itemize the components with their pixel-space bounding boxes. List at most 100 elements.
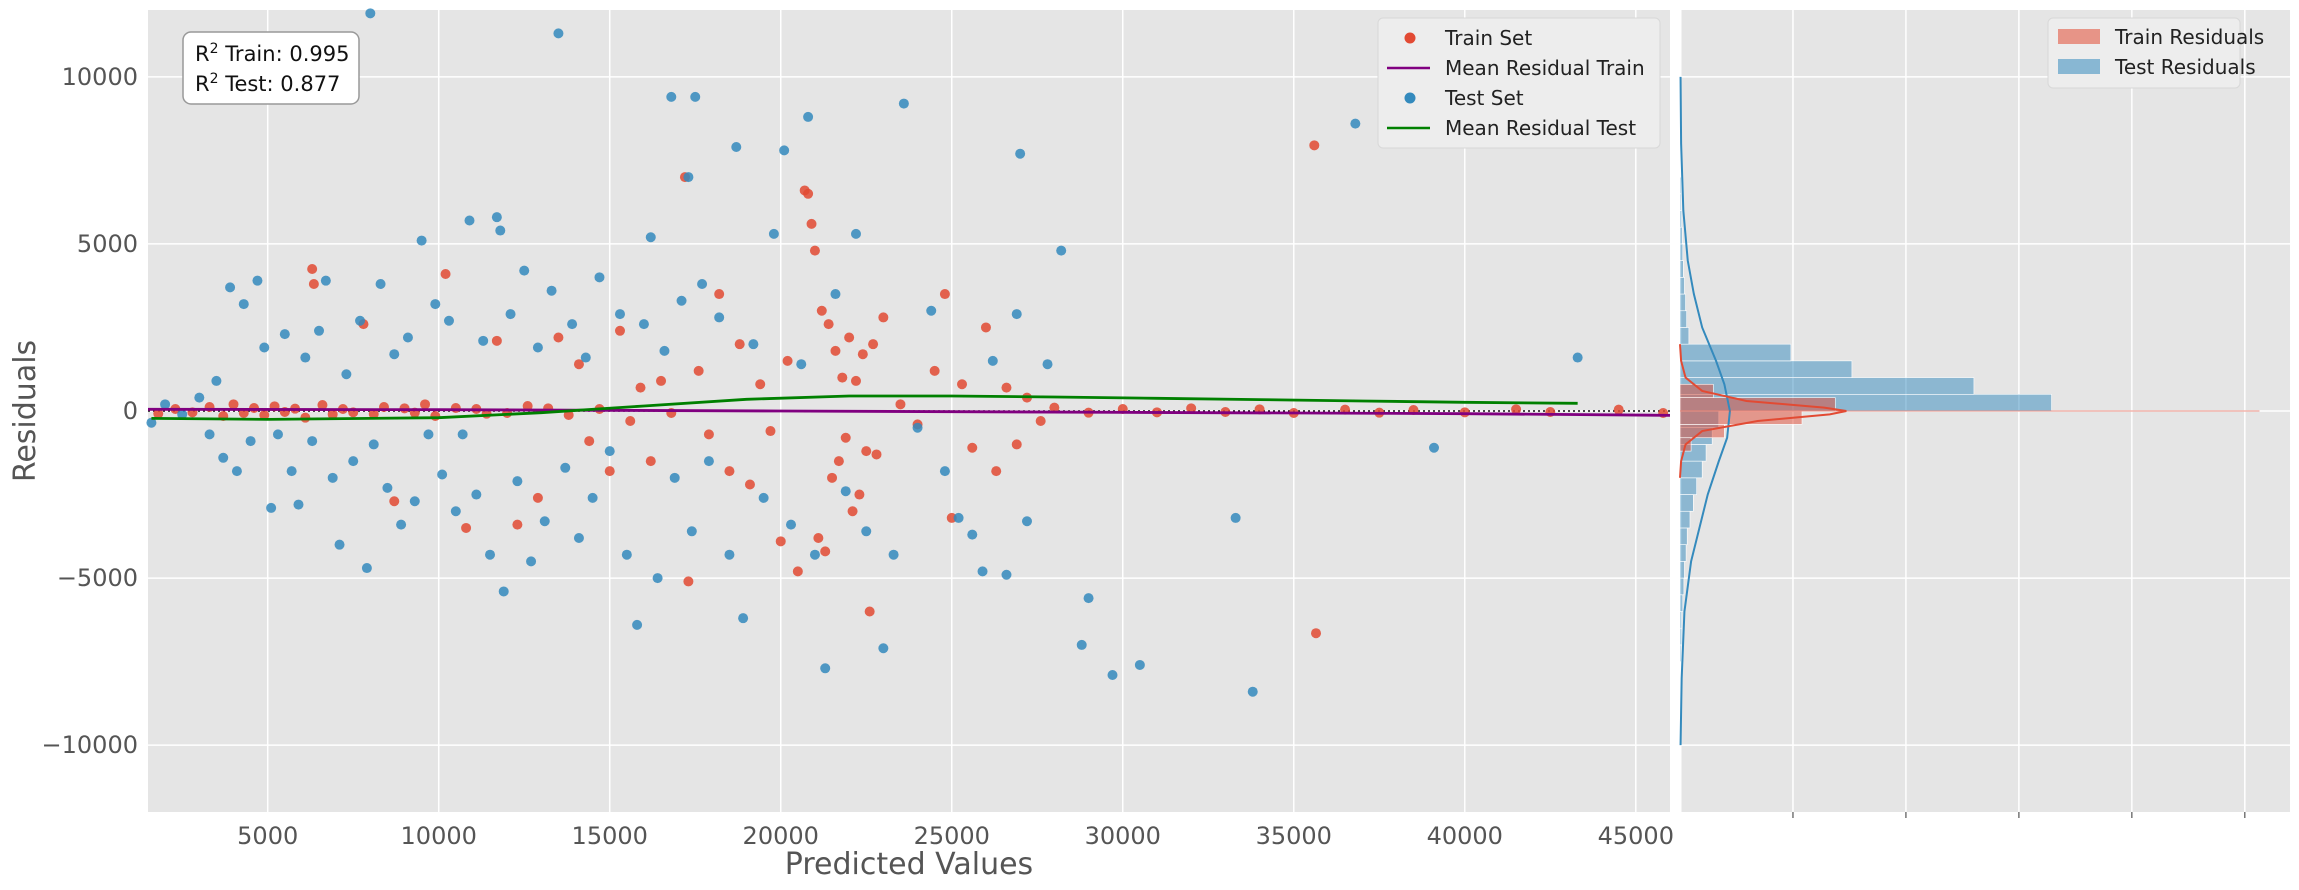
train-point [792, 566, 803, 577]
y-tick-label: −10000 [42, 731, 138, 759]
train-point [420, 399, 431, 410]
test-point [758, 492, 769, 503]
test-residual-bar [1679, 510, 1691, 529]
test-residual-bar [1679, 310, 1687, 328]
train-point [967, 442, 978, 453]
r2-annotation-background [182, 31, 360, 105]
train-point [614, 325, 625, 336]
test-point [293, 499, 304, 510]
test-point [1021, 516, 1032, 527]
y-tick-label: −5000 [57, 564, 138, 592]
train-point [847, 506, 858, 517]
x-tick-label: 5000 [237, 822, 298, 850]
train-point [844, 332, 855, 343]
test-residual-bar [1679, 561, 1685, 579]
test-residual-bar [1679, 243, 1684, 261]
test-residual-bar [1679, 661, 1681, 679]
train-point [604, 466, 615, 477]
test-point [382, 482, 393, 493]
test-point [645, 232, 656, 243]
test-point [286, 466, 297, 477]
test-point [878, 643, 889, 654]
test-point [587, 492, 598, 503]
test-point [580, 352, 591, 363]
test-point [912, 422, 923, 433]
train-point [625, 416, 636, 427]
test-point [1015, 148, 1026, 159]
test-residual-bar [1679, 343, 1792, 362]
test-residual-bar [1679, 527, 1688, 545]
x-axis-title: Predicted Values [785, 847, 1033, 882]
test-point [389, 349, 400, 360]
train-point [1511, 404, 1522, 415]
test-point [238, 299, 249, 310]
train-point [153, 408, 164, 419]
test-point [300, 352, 311, 363]
test-point [690, 91, 701, 102]
train-point [693, 365, 704, 376]
test-point [724, 549, 735, 560]
test-point [987, 355, 998, 366]
r2-test-label: R2 Test: 0.877 [195, 71, 340, 96]
test-residual-bar [1679, 160, 1681, 178]
mean-residual-train-line [147, 407, 1671, 417]
train-point [307, 263, 318, 274]
x-axis-ticks: 5000 10000 15000 20000 25000 30000 35000 40000 4… [237, 822, 1674, 850]
train-point [724, 466, 735, 477]
train-set-points [153, 140, 1669, 639]
train-point [1309, 140, 1320, 151]
test-residual-bar [1679, 594, 1684, 612]
x-tick-label: 15000 [572, 822, 648, 850]
legend-label-test-residuals: Test Residuals [2114, 55, 2256, 79]
train-point [809, 245, 820, 256]
test-residual-bar [1679, 460, 1703, 479]
test-point [1056, 245, 1067, 256]
mean-residual-test-line [151, 394, 1578, 421]
train-point [946, 512, 957, 523]
legend-label-train-set: Train Set [1444, 26, 1532, 50]
train-point [1001, 382, 1012, 393]
test-residual-bar [1679, 644, 1682, 662]
test-point [926, 305, 937, 316]
train-point [635, 382, 646, 393]
train-residual-bar [1679, 397, 1836, 412]
x-tick-label: 35000 [1256, 822, 1332, 850]
test-residual-bar [1679, 494, 1694, 512]
train-point [854, 489, 865, 500]
x-tick-label: 40000 [1427, 822, 1503, 850]
train-point [450, 402, 461, 413]
test-point [686, 526, 697, 537]
r2-train-label: R2 Train: 0.995 [195, 41, 349, 66]
test-point [365, 8, 376, 19]
test-point [272, 429, 283, 440]
train-point [645, 456, 656, 467]
test-point [307, 436, 318, 447]
test-point [1247, 686, 1258, 697]
test-residual-bar [1679, 477, 1697, 495]
train-point [823, 319, 834, 330]
test-point [1572, 352, 1583, 363]
test-point [512, 476, 523, 487]
scatter-legend: Train Set Mean Residual Train Test Set M… [1377, 17, 1661, 149]
test-residual-bar [1679, 611, 1682, 629]
train-point [327, 409, 338, 420]
r2-annotation-box: R2 Train: 0.995 R2 Test: 0.877 [182, 31, 360, 105]
test-point [683, 172, 694, 183]
mean-residual-lines [147, 394, 1671, 421]
test-point [669, 472, 680, 483]
test-point [450, 506, 461, 517]
test-residual-bar [1679, 260, 1684, 278]
train-point [734, 339, 745, 350]
test-point [457, 429, 468, 440]
test-point [1134, 659, 1145, 670]
train-point [389, 496, 400, 507]
train-point [813, 532, 824, 543]
test-point [505, 309, 516, 320]
test-point [526, 556, 537, 567]
train-point [1186, 403, 1197, 414]
test-point [888, 549, 899, 560]
y-axis-title: Residuals [8, 340, 43, 482]
legend-label-mean-residual-test: Mean Residual Test [1445, 116, 1636, 140]
test-point [779, 145, 790, 156]
